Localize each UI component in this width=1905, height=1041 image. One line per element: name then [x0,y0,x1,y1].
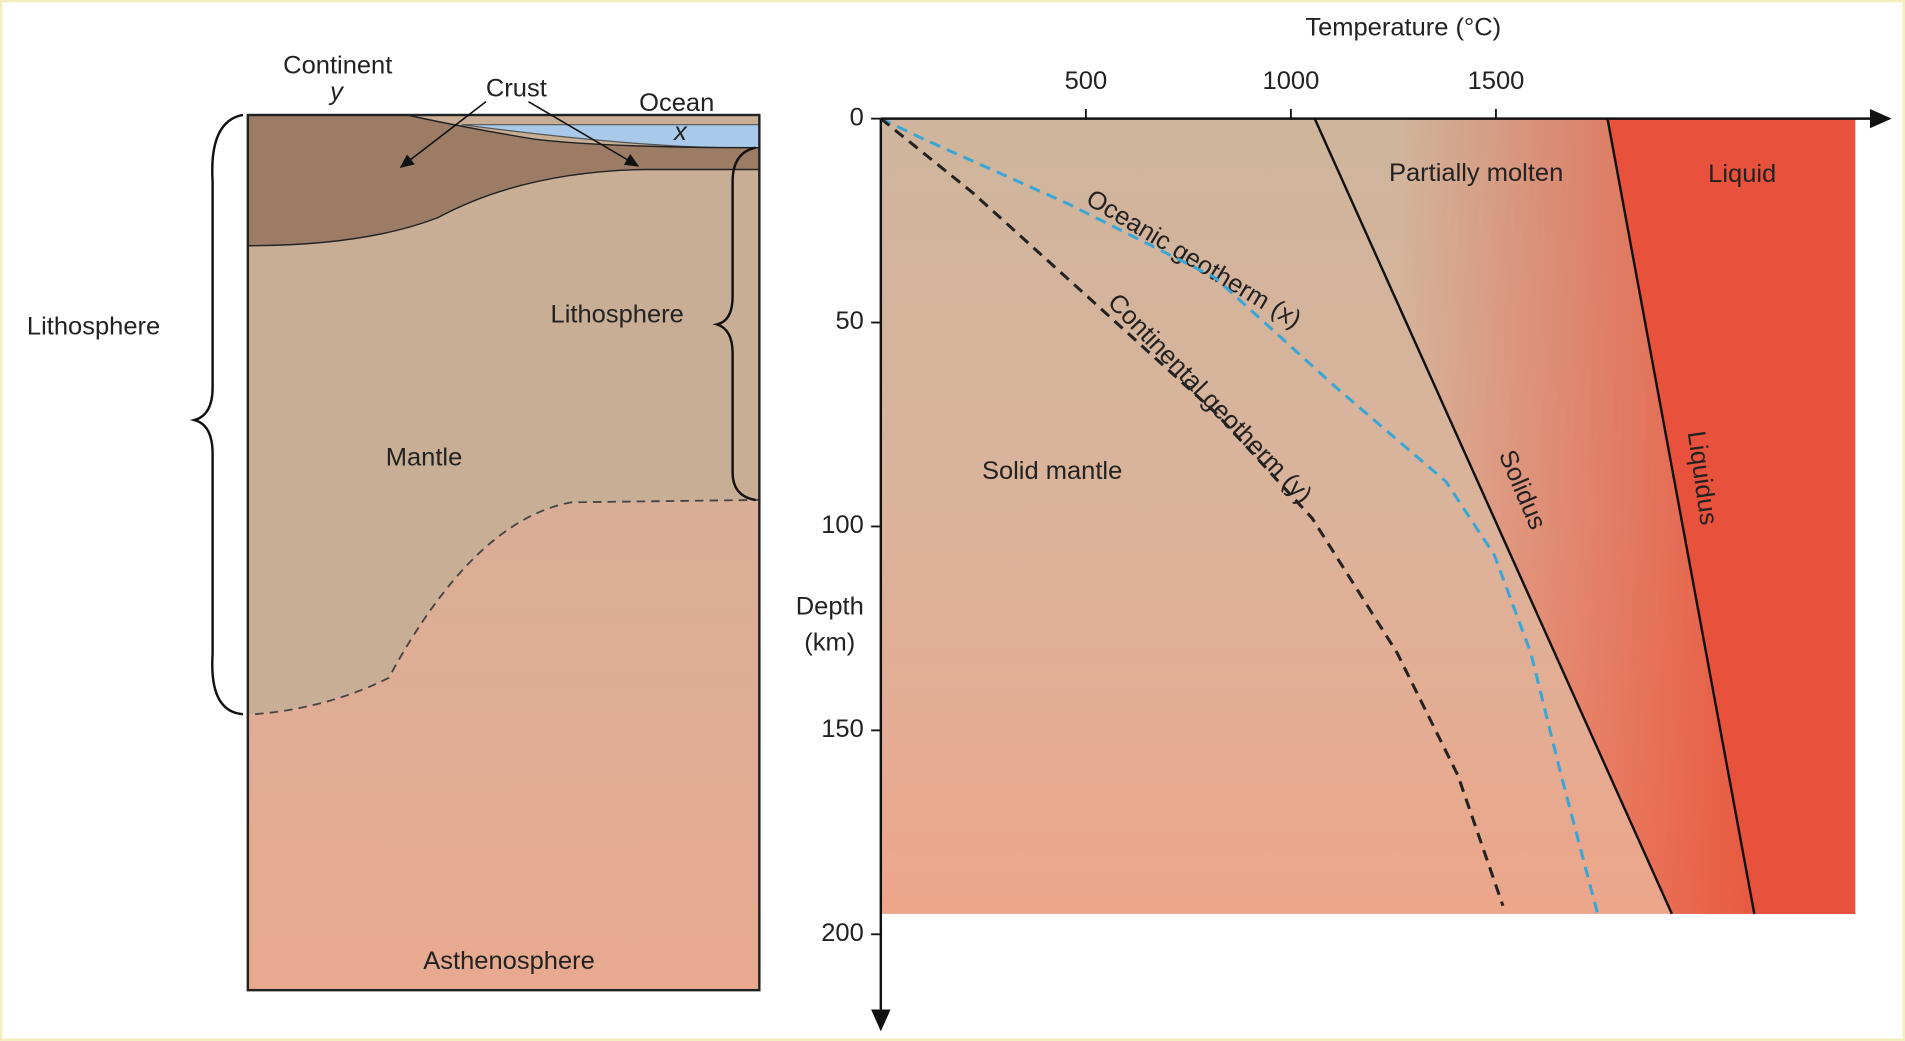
y-tick-label: 150 [821,715,864,743]
arrow [528,101,640,167]
label: Mantle [386,444,463,472]
lithosphere-boundary [255,499,760,716]
curve [1313,118,1673,915]
arrow [399,101,487,169]
label: Asthenosphere [423,947,595,975]
x-tick-label: 500 [1065,67,1108,95]
label: y [328,78,344,106]
curve [880,117,1600,915]
label: Crust [486,74,547,102]
label: x [672,118,688,146]
region-label: Partially molten [1389,159,1563,187]
y-tick-label: 200 [821,919,864,947]
chart: Temperature (°C) Depth (km) Solid mantle… [796,14,1892,1032]
cross-section: Continent y Crust Ocean x Lithosphere Li… [27,51,761,992]
brace [712,146,756,502]
y-axis-title: Depth [796,592,864,620]
curve [879,117,1505,907]
label: Lithosphere [551,301,684,329]
liquid-zone [1607,118,1856,914]
lithosphere-layer [247,114,760,715]
label: Continent [283,51,392,79]
label: Lithosphere [27,313,160,341]
section-outline [246,113,761,992]
curve [1606,118,1756,915]
region-label: Solid mantle [982,457,1122,485]
x-tick-label: 1500 [1468,67,1525,95]
crust-layer [247,114,761,247]
y-axis-title: (km) [804,629,855,657]
x-axis-title: Temperature (°C) [1305,14,1501,42]
y-tick-label: 0 [850,103,864,131]
label: Ocean [639,89,714,117]
brace [189,113,244,716]
y-tick-label: 100 [821,511,864,539]
x-tick-label: 1000 [1263,67,1320,95]
region-label: Liquid [1708,160,1776,188]
y-tick-label: 50 [835,307,863,335]
